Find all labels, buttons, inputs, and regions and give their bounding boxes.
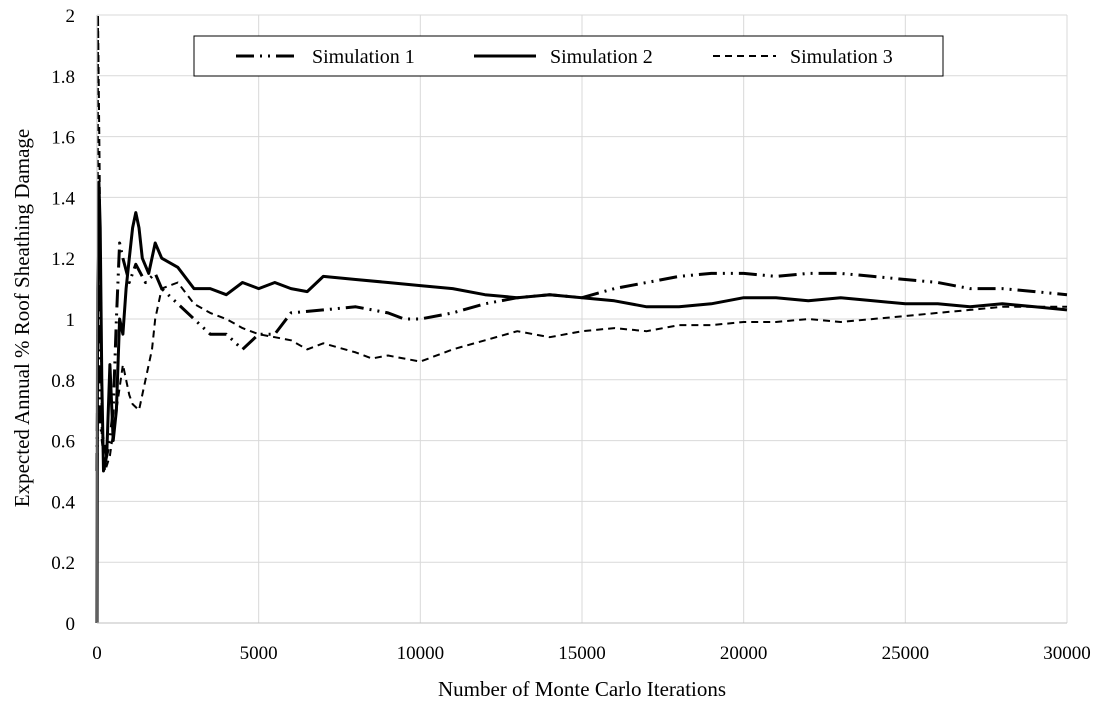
- series-lines: [95, 14, 1068, 624]
- x-tick-label: 0: [92, 643, 102, 664]
- y-axis-title: Expected Annual % Roof Sheathing Damage: [10, 129, 34, 507]
- series-line-simulation-1: [95, 241, 1068, 472]
- legend-label-simulation-1: Simulation 1: [312, 46, 415, 68]
- y-tick-label: 0: [66, 614, 76, 635]
- y-tick-label: 0.6: [51, 432, 75, 453]
- y-tick-label: 1: [66, 310, 76, 331]
- x-axis-title: Number of Monte Carlo Iterations: [438, 677, 726, 701]
- y-tick-label: 1.6: [51, 128, 75, 149]
- legend: Simulation 1 Simulation 2 Simulation 3: [193, 35, 944, 77]
- x-tick-label: 30000: [1043, 643, 1091, 664]
- y-tick-label: 2: [66, 6, 76, 27]
- legend-box: [193, 35, 944, 77]
- y-tick-label: 1.2: [51, 249, 75, 270]
- x-tick-label: 5000: [240, 643, 278, 664]
- tick-labels: 0 0.2 0.4 0.6 0.8 1 1.2 1.4 1.6 1.8 2 0 5000 10000 150…: [51, 6, 1091, 664]
- x-tick-label: 15000: [558, 643, 606, 664]
- series-line-simulation-3: [96, 14, 1067, 624]
- x-tick-label: 10000: [397, 643, 445, 664]
- y-tick-label: 0.8: [51, 371, 75, 392]
- x-tick-label: 25000: [882, 643, 930, 664]
- y-tick-label: 1.4: [51, 188, 75, 209]
- x-tick-label: 20000: [720, 643, 768, 664]
- gridlines: [96, 14, 1068, 624]
- axes: [96, 15, 1067, 624]
- y-tick-label: 0.4: [51, 492, 75, 513]
- legend-label-simulation-3: Simulation 3: [790, 46, 893, 68]
- legend-label-simulation-2: Simulation 2: [550, 46, 653, 68]
- y-tick-label: 1.8: [51, 67, 75, 88]
- y-tick-label: 0.2: [51, 553, 75, 574]
